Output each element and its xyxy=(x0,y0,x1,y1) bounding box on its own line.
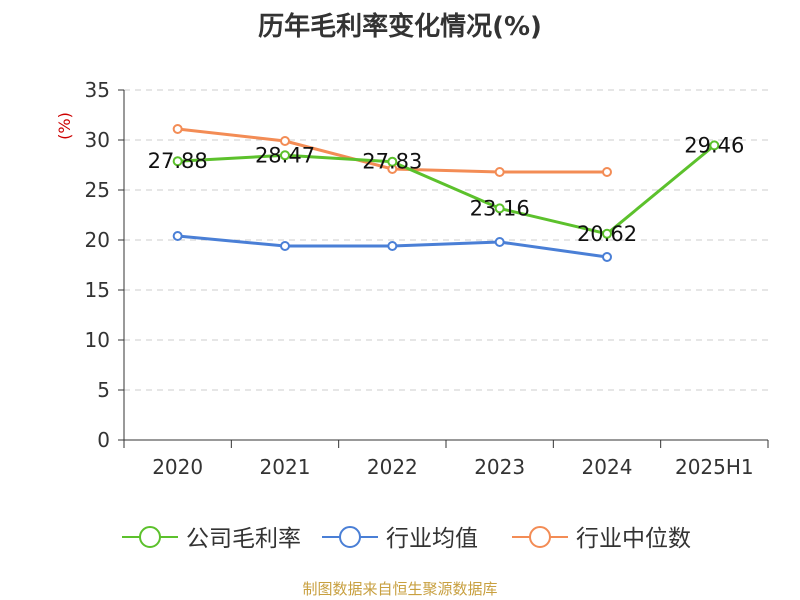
chart-title: 历年毛利率变化情况(%) xyxy=(258,12,542,42)
data-label: 20.62 xyxy=(577,222,637,246)
x-tick-label: 2024 xyxy=(582,455,633,479)
data-label: 23.16 xyxy=(470,196,530,220)
data-point xyxy=(172,156,183,167)
legend-label: 公司毛利率 xyxy=(186,526,301,552)
y-tick-label: 15 xyxy=(85,278,110,302)
x-tick-label: 2020 xyxy=(152,455,203,479)
y-tick-label: 20 xyxy=(85,228,110,252)
y-axis-label: (%) xyxy=(55,112,74,140)
data-source-note: 制图数据来自恒生聚源数据库 xyxy=(302,580,498,598)
data-point xyxy=(602,228,612,239)
data-point xyxy=(172,124,183,134)
data-point xyxy=(602,252,612,262)
x-tick-label: 2025H1 xyxy=(675,455,754,479)
data-label: 27.88 xyxy=(148,149,208,173)
x-tick-label: 2021 xyxy=(260,455,311,479)
y-tick-label: 30 xyxy=(85,128,110,152)
data-point xyxy=(602,167,612,177)
data-label: 27.83 xyxy=(362,150,422,174)
y-tick-label: 0 xyxy=(97,428,110,452)
data-point xyxy=(494,237,505,247)
x-tick-label: 2022 xyxy=(367,455,418,479)
legend-swatch-marker xyxy=(529,526,551,548)
data-point xyxy=(280,241,290,251)
y-tick-label: 10 xyxy=(85,328,110,352)
legend-label: 行业均值 xyxy=(386,526,478,552)
data-label: 29.46 xyxy=(684,133,744,157)
data-point xyxy=(280,150,290,161)
y-tick-label: 25 xyxy=(85,178,110,202)
legend-swatch-marker xyxy=(339,526,361,548)
data-point xyxy=(709,140,720,151)
series-line xyxy=(176,143,716,236)
data-point xyxy=(494,167,505,177)
data-point xyxy=(387,156,398,167)
data-point xyxy=(280,136,290,146)
y-tick-label: 35 xyxy=(85,78,110,102)
y-tick-label: 5 xyxy=(97,378,110,402)
data-point xyxy=(172,231,183,241)
legend-label: 行业中位数 xyxy=(576,526,691,552)
data-label: 28.47 xyxy=(255,143,315,167)
data-point xyxy=(494,203,505,214)
data-point xyxy=(387,241,398,251)
x-tick-label: 2023 xyxy=(474,455,525,479)
legend-swatch-marker xyxy=(139,526,161,548)
